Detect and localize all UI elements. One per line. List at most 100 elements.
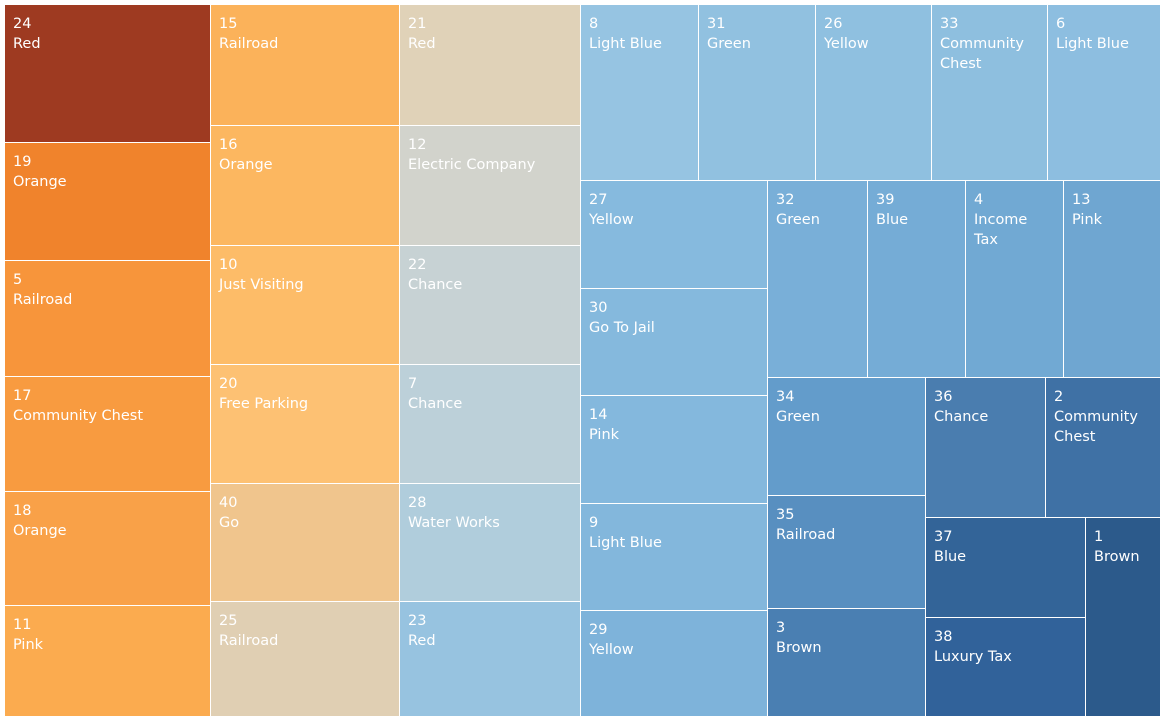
- treemap-tile-8[interactable]: 8 Light Blue: [581, 5, 699, 181]
- tile-number: 34: [776, 389, 795, 405]
- tile-number: 21: [408, 16, 427, 32]
- tile-label: Light Blue: [589, 535, 662, 551]
- tile-label: Free Parking: [219, 396, 309, 412]
- tile-label: Community Chest: [940, 36, 1024, 72]
- treemap-tile-4[interactable]: 4 Income Tax: [966, 181, 1064, 378]
- tile-number: 2: [1054, 389, 1064, 405]
- treemap-tile-37[interactable]: 37 Blue: [926, 518, 1086, 618]
- tile-label: Chance: [408, 277, 463, 293]
- tile-label: Blue: [876, 212, 909, 228]
- treemap-tile-31[interactable]: 31 Green: [699, 5, 816, 181]
- tile-label: Red: [13, 36, 41, 52]
- treemap-tile-39[interactable]: 39 Blue: [868, 181, 966, 378]
- treemap-tile-22[interactable]: 22 Chance: [400, 246, 581, 365]
- tile-label: Yellow: [824, 36, 869, 52]
- tile-label: Railroad: [219, 633, 279, 649]
- tile-label: Community Chest: [1054, 409, 1138, 445]
- treemap-tile-2[interactable]: 2 Community Chest: [1046, 378, 1161, 518]
- tile-number: 11: [13, 617, 32, 633]
- treemap-tile-34[interactable]: 34 Green: [768, 378, 926, 496]
- tile-number: 26: [824, 16, 843, 32]
- treemap-tile-26[interactable]: 26 Yellow: [816, 5, 932, 181]
- tile-number: 25: [219, 613, 238, 629]
- treemap-tile-35[interactable]: 35 Railroad: [768, 496, 926, 609]
- tile-number: 24: [13, 16, 32, 32]
- tile-label: Red: [408, 633, 436, 649]
- treemap-tile-3[interactable]: 3 Brown: [768, 609, 926, 717]
- tile-number: 32: [776, 192, 795, 208]
- treemap-tile-33[interactable]: 33 Community Chest: [932, 5, 1048, 181]
- tile-label: Orange: [13, 174, 67, 190]
- tile-label: Railroad: [776, 527, 836, 543]
- tile-label: Pink: [589, 427, 620, 443]
- tile-number: 14: [589, 407, 608, 423]
- tile-number: 12: [408, 137, 427, 153]
- treemap-tile-29[interactable]: 29 Yellow: [581, 611, 768, 717]
- tile-label: Go To Jail: [589, 320, 655, 336]
- treemap-tile-38[interactable]: 38 Luxury Tax: [926, 618, 1086, 717]
- tile-number: 31: [707, 16, 726, 32]
- tile-number: 38: [934, 629, 953, 645]
- treemap-tile-36[interactable]: 36 Chance: [926, 378, 1046, 518]
- treemap-tile-6[interactable]: 6 Light Blue: [1048, 5, 1161, 181]
- tile-number: 37: [934, 529, 953, 545]
- tile-label: Yellow: [589, 212, 634, 228]
- tile-number: 8: [589, 16, 599, 32]
- treemap-tile-7[interactable]: 7 Chance: [400, 365, 581, 484]
- treemap-tile-1[interactable]: 1 Brown: [1086, 518, 1161, 717]
- treemap-tile-17[interactable]: 17 Community Chest: [5, 377, 211, 492]
- tile-number: 36: [934, 389, 953, 405]
- treemap-tile-12[interactable]: 12 Electric Company: [400, 126, 581, 246]
- tile-number: 20: [219, 376, 238, 392]
- treemap-tile-15[interactable]: 15 Railroad: [211, 5, 400, 126]
- treemap-tile-18[interactable]: 18 Orange: [5, 492, 211, 606]
- tile-number: 15: [219, 16, 238, 32]
- tile-label: Light Blue: [1056, 36, 1129, 52]
- treemap-tile-9[interactable]: 9 Light Blue: [581, 504, 768, 611]
- tile-label: Yellow: [589, 642, 634, 658]
- tile-number: 9: [589, 515, 599, 531]
- tile-label: Railroad: [219, 36, 279, 52]
- treemap-tile-14[interactable]: 14 Pink: [581, 396, 768, 504]
- tile-label: Brown: [1094, 549, 1140, 565]
- treemap-tile-11[interactable]: 11 Pink: [5, 606, 211, 717]
- tile-number: 35: [776, 507, 795, 523]
- treemap-tile-24[interactable]: 24 Red: [5, 5, 211, 143]
- tile-label: Light Blue: [589, 36, 662, 52]
- treemap-tile-19[interactable]: 19 Orange: [5, 143, 211, 261]
- tile-number: 22: [408, 257, 427, 273]
- treemap-tile-16[interactable]: 16 Orange: [211, 126, 400, 246]
- tile-number: 30: [589, 300, 608, 316]
- treemap-tile-20[interactable]: 20 Free Parking: [211, 365, 400, 484]
- treemap-tile-27[interactable]: 27 Yellow: [581, 181, 768, 289]
- tile-label: Green: [707, 36, 751, 52]
- tile-label: Just Visiting: [219, 277, 304, 293]
- treemap-tile-23[interactable]: 23 Red: [400, 602, 581, 717]
- tile-label: Orange: [13, 523, 67, 539]
- tile-label: Community Chest: [13, 408, 144, 424]
- tile-number: 13: [1072, 192, 1091, 208]
- tile-number: 33: [940, 16, 959, 32]
- treemap-tile-21[interactable]: 21 Red: [400, 5, 581, 126]
- treemap-tile-40[interactable]: 40 Go: [211, 484, 400, 602]
- tile-number: 27: [589, 192, 608, 208]
- treemap-tile-32[interactable]: 32 Green: [768, 181, 868, 378]
- tile-number: 1: [1094, 529, 1104, 545]
- tile-label: Green: [776, 212, 820, 228]
- treemap-tile-13[interactable]: 13 Pink: [1064, 181, 1161, 378]
- treemap-tile-5[interactable]: 5 Railroad: [5, 261, 211, 377]
- treemap-tile-30[interactable]: 30 Go To Jail: [581, 289, 768, 396]
- treemap-tile-10[interactable]: 10 Just Visiting: [211, 246, 400, 365]
- tile-label: Brown: [776, 640, 822, 656]
- tile-number: 6: [1056, 16, 1066, 32]
- tile-number: 7: [408, 376, 418, 392]
- tile-number: 17: [13, 388, 32, 404]
- tile-number: 23: [408, 613, 427, 629]
- treemap-tile-28[interactable]: 28 Water Works: [400, 484, 581, 602]
- tile-number: 16: [219, 137, 238, 153]
- treemap-tile-25[interactable]: 25 Railroad: [211, 602, 400, 717]
- tile-label: Green: [776, 409, 820, 425]
- tile-number: 29: [589, 622, 608, 638]
- tile-number: 10: [219, 257, 238, 273]
- tile-number: 28: [408, 495, 427, 511]
